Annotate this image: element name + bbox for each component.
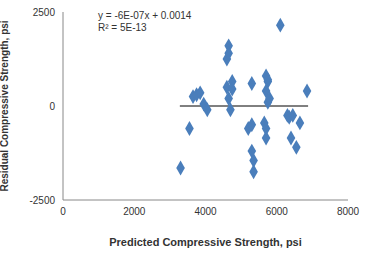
svg-text:Residual Compressive Strength,: Residual Compressive Strength, psi [8, 20, 10, 191]
html-text:y = -6E-07x + 0.0014: y = -6E-07x + 0.0014 [98, 10, 192, 21]
svg-text:8000: 8000 [337, 206, 357, 217]
svg-text:4000: 4000 [194, 206, 217, 217]
svg-text:6000: 6000 [266, 206, 289, 217]
html-text:R² = 5E-13: R² = 5E-13 [98, 22, 147, 33]
svg-text:2500: 2500 [33, 7, 56, 18]
svg-text:0: 0 [49, 101, 55, 112]
svg-text:2000: 2000 [123, 206, 146, 217]
svg-text:0: 0 [60, 206, 66, 217]
svg-text:Predicted Compressive Strength: Predicted Compressive Strength, psi [109, 236, 302, 248]
svg-text:-2500: -2500 [29, 195, 55, 206]
